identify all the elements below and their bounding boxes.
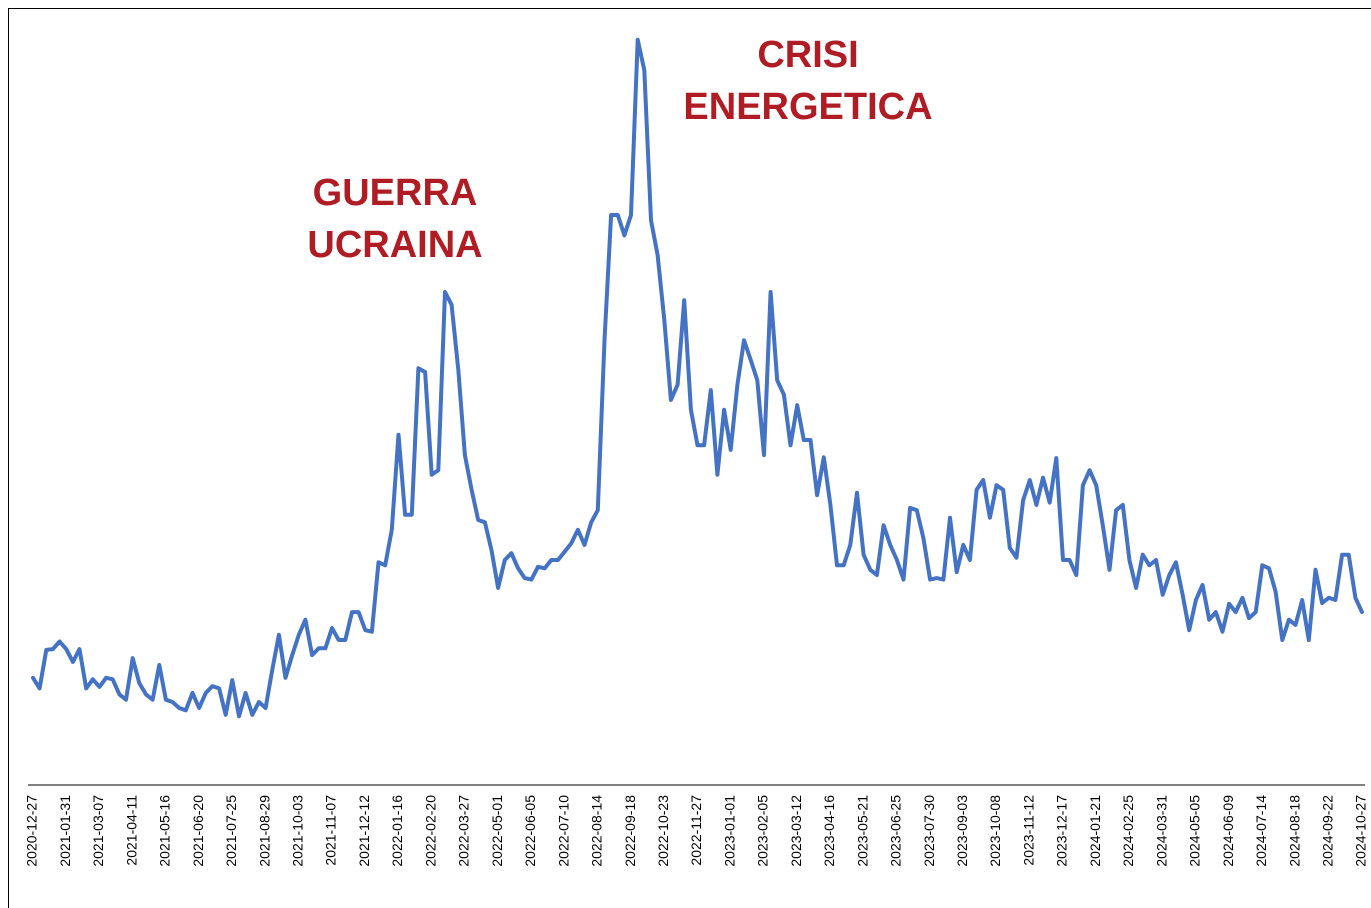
x-tick-label: 2024-08-18 (1286, 795, 1302, 867)
x-tick-label: 2023-07-30 (921, 795, 937, 867)
x-tick-label: 2020-12-27 (24, 795, 40, 867)
x-tick-label: 2023-01-01 (721, 795, 737, 867)
x-tick-label: 2021-11-07 (323, 795, 339, 866)
annotation: GUERRA (313, 172, 478, 214)
x-tick-label: 2021-04-11 (123, 795, 139, 866)
x-tick-label: 2023-04-16 (821, 795, 837, 867)
x-tick-label: 2024-05-05 (1187, 795, 1203, 867)
x-tick-label: 2023-06-25 (888, 795, 904, 867)
annotation: UCRAINA (307, 224, 482, 266)
x-tick-label: 2021-01-31 (57, 795, 73, 867)
x-tick-label: 2022-03-27 (456, 795, 472, 867)
x-tick-label: 2023-12-17 (1054, 795, 1070, 867)
x-tick-label: 2021-07-25 (223, 795, 239, 867)
x-tick-label: 2021-03-07 (90, 795, 106, 867)
x-tick-label: 2022-05-01 (489, 795, 505, 867)
x-tick-label: 2021-10-03 (290, 795, 306, 867)
x-tick-label: 2021-08-29 (256, 795, 272, 867)
x-tick-label: 2021-12-12 (356, 795, 372, 867)
x-tick-label: 2023-11-12 (1020, 795, 1036, 866)
x-tick-label: 2022-01-16 (389, 795, 405, 867)
x-tick-label: 2022-07-10 (555, 795, 571, 867)
x-tick-label: 2021-06-20 (190, 795, 206, 867)
x-tick-label: 2024-09-22 (1319, 795, 1335, 867)
x-tick-label: 2022-10-23 (655, 795, 671, 867)
annotation: ENERGETICA (683, 86, 932, 128)
x-tick-label: 2023-03-12 (788, 795, 804, 867)
x-tick-label: 2024-07-14 (1253, 795, 1269, 867)
x-tick-label: 2022-02-20 (422, 795, 438, 867)
data-line (31, 37, 1364, 719)
chart-frame (8, 8, 1371, 908)
x-tick-label: 2023-10-08 (987, 795, 1003, 867)
x-tick-label: 2022-08-14 (589, 795, 605, 867)
annotation: CRISI (757, 34, 858, 76)
x-tick-label: 2024-03-31 (1153, 795, 1169, 867)
x-tick-label: 2024-02-25 (1120, 795, 1136, 867)
x-tick-label: 2024-10-27 (1353, 795, 1369, 867)
x-tick-label: 2022-09-18 (622, 795, 638, 867)
x-tick-label: 2023-05-21 (854, 795, 870, 867)
x-tick-label: 2024-06-09 (1220, 795, 1236, 867)
x-tick-label: 2023-02-05 (755, 795, 771, 867)
x-tick-label: 2021-05-16 (157, 795, 173, 867)
x-tick-label: 2024-01-21 (1087, 795, 1103, 867)
x-tick-label: 2022-11-27 (688, 795, 704, 866)
x-tick-label: 2022-06-05 (522, 795, 538, 867)
x-tick-label: 2023-09-03 (954, 795, 970, 867)
